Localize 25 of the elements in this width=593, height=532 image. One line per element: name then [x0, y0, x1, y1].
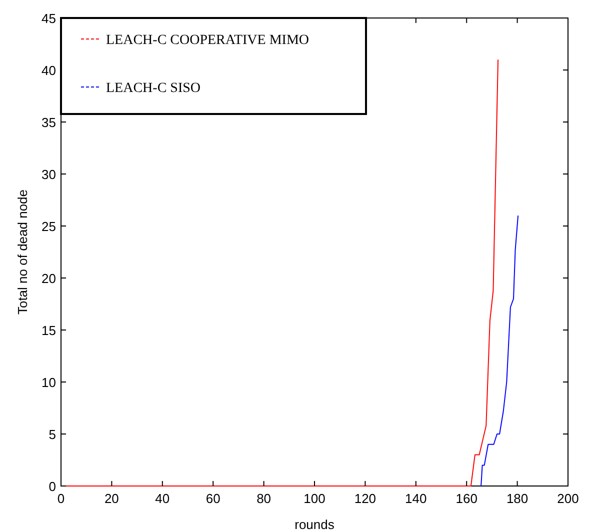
y-tick-label: 5 [48, 427, 56, 442]
x-tick-label: 40 [155, 491, 170, 506]
x-tick-label: 120 [354, 491, 376, 506]
legend-label: LEACH-C SISO [106, 81, 201, 96]
x-tick-label: 80 [256, 491, 272, 506]
x-tick-label: 160 [456, 491, 478, 506]
y-tick-label: 20 [42, 271, 56, 286]
x-tick-label: 140 [405, 491, 427, 506]
y-tick-label: 30 [42, 167, 56, 182]
x-tick-label: 200 [557, 491, 579, 506]
legend-label: LEACH-C COOPERATIVE MIMO [106, 33, 309, 48]
y-tick-label: 15 [42, 323, 56, 338]
x-tick-label: 60 [206, 491, 220, 506]
x-tick-label: 180 [506, 491, 528, 506]
y-tick-label: 40 [42, 63, 56, 78]
y-tick-label: 0 [48, 479, 56, 494]
x-tick-label: 20 [104, 491, 119, 506]
y-axis-title: Total no of dead node [15, 189, 30, 315]
y-tick-label: 25 [42, 219, 56, 234]
y-tick-label: 45 [42, 11, 56, 26]
line-series [480, 215, 519, 486]
x-axis-title: rounds [294, 517, 335, 532]
y-tick-label: 10 [42, 375, 56, 390]
x-tick-label: 100 [304, 491, 326, 506]
y-tick-label: 35 [42, 115, 56, 130]
